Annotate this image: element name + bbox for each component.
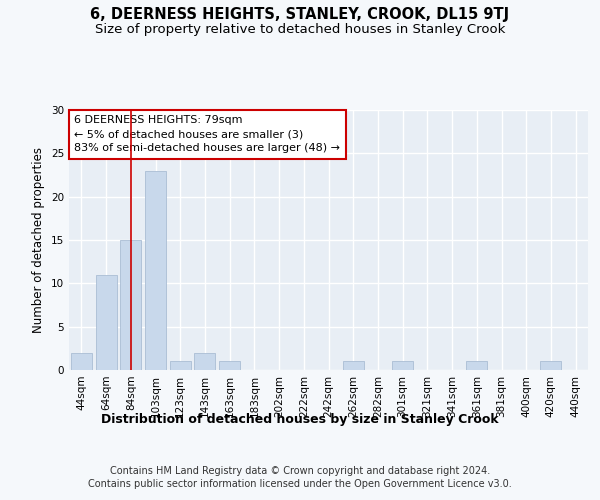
Text: Contains HM Land Registry data © Crown copyright and database right 2024.: Contains HM Land Registry data © Crown c… [110,466,490,476]
Bar [392,362,413,370]
Text: Distribution of detached houses by size in Stanley Crook: Distribution of detached houses by size … [101,412,499,426]
Y-axis label: Number of detached properties: Number of detached properties [32,147,46,333]
Bar [466,362,487,370]
Bar [71,352,92,370]
Text: 6, DEERNESS HEIGHTS, STANLEY, CROOK, DL15 9TJ: 6, DEERNESS HEIGHTS, STANLEY, CROOK, DL1… [91,8,509,22]
Bar [541,362,562,370]
Text: Size of property relative to detached houses in Stanley Crook: Size of property relative to detached ho… [95,22,505,36]
Bar [170,362,191,370]
Bar [219,362,240,370]
Bar [95,274,116,370]
Bar [145,170,166,370]
Bar [343,362,364,370]
Text: 6 DEERNESS HEIGHTS: 79sqm
← 5% of detached houses are smaller (3)
83% of semi-de: 6 DEERNESS HEIGHTS: 79sqm ← 5% of detach… [74,115,340,153]
Bar [194,352,215,370]
Text: Contains public sector information licensed under the Open Government Licence v3: Contains public sector information licen… [88,479,512,489]
Bar [120,240,141,370]
